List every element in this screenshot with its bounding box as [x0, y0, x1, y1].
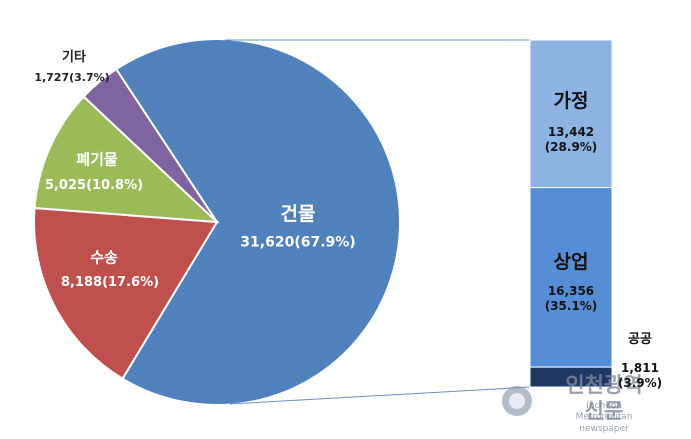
slice-value: 31,620(67.9%)	[240, 234, 356, 251]
bar-segment	[529, 187, 613, 368]
slice-value: 5,025(10.8%)	[44, 177, 144, 193]
watermark-title: 인천광역신문	[565, 372, 643, 423]
segment-name: 공공	[628, 331, 652, 347]
slice-name: 폐기물	[76, 150, 118, 169]
pie-slice	[82, 67, 218, 223]
segment-value: 16,356 (35.1%)	[544, 284, 598, 313]
segment-value: 1,811 (3.9%)	[617, 361, 663, 390]
pie-slice	[33, 206, 219, 381]
slice-value: 8,188(17.6%)	[60, 274, 160, 290]
watermark-logo-inner	[509, 393, 525, 409]
bar-segment	[529, 366, 613, 388]
segment-name: 가정	[553, 90, 589, 113]
segment-name: 상업	[553, 251, 589, 274]
bar-segment	[529, 39, 613, 189]
slice-name: 수송	[90, 248, 118, 267]
pie-slice	[33, 95, 220, 224]
slice-name: 기타	[62, 49, 86, 65]
slice-name: 건물	[280, 203, 316, 226]
connector-line	[229, 386, 531, 405]
segment-value: 13,442 (28.9%)	[544, 125, 598, 154]
watermark-subtitle: Incheon Metropolitan newspaper	[575, 401, 633, 434]
slice-value: 1,727(3.7%)	[34, 71, 110, 85]
